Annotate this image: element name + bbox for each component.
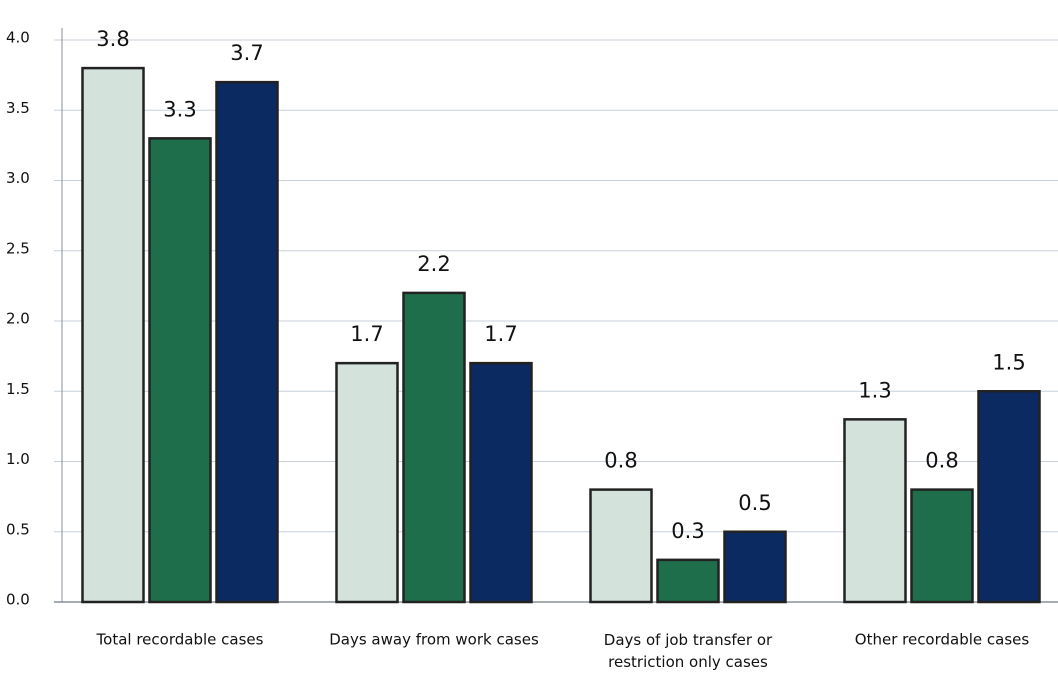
value-label: 0.8 [604, 449, 637, 473]
bar [656, 558, 720, 604]
value-label: 3.8 [96, 27, 129, 51]
y-tick-label: 3.5 [6, 99, 30, 117]
y-tick-label: 1.0 [6, 450, 30, 468]
value-label: 1.3 [858, 378, 891, 402]
value-label: 2.2 [417, 252, 450, 276]
value-label: 1.7 [350, 322, 383, 346]
value-label: 1.5 [992, 350, 1025, 374]
bar [843, 418, 907, 604]
y-tick-label: 1.5 [6, 380, 30, 398]
y-tick-label: 0.5 [6, 520, 30, 538]
bar [910, 488, 974, 604]
x-tick-label: Total recordable cases [96, 631, 264, 649]
y-tick-label: 0.0 [6, 591, 30, 609]
x-tick-label: Other recordable cases [855, 631, 1030, 649]
bar [402, 291, 466, 604]
y-tick-label: 2.5 [6, 239, 30, 257]
bar [977, 390, 1041, 604]
value-label: 0.3 [671, 519, 704, 543]
value-label: 0.8 [925, 449, 958, 473]
y-tick-label: 2.0 [6, 310, 30, 328]
bar [469, 361, 533, 604]
bar [215, 80, 279, 604]
y-tick-label: 3.0 [6, 169, 30, 187]
x-tick-label: Days away from work cases [329, 631, 539, 649]
y-tick-label: 4.0 [6, 29, 30, 47]
bar [148, 137, 212, 604]
bar [589, 488, 653, 604]
bar [335, 361, 399, 604]
value-label: 0.5 [738, 491, 771, 515]
bar [81, 66, 145, 604]
bar [723, 530, 787, 604]
value-label: 3.3 [163, 97, 196, 121]
value-label: 3.7 [230, 41, 263, 65]
x-tick-label: Days of job transfer or restriction only … [604, 631, 773, 671]
value-label: 1.7 [484, 322, 517, 346]
